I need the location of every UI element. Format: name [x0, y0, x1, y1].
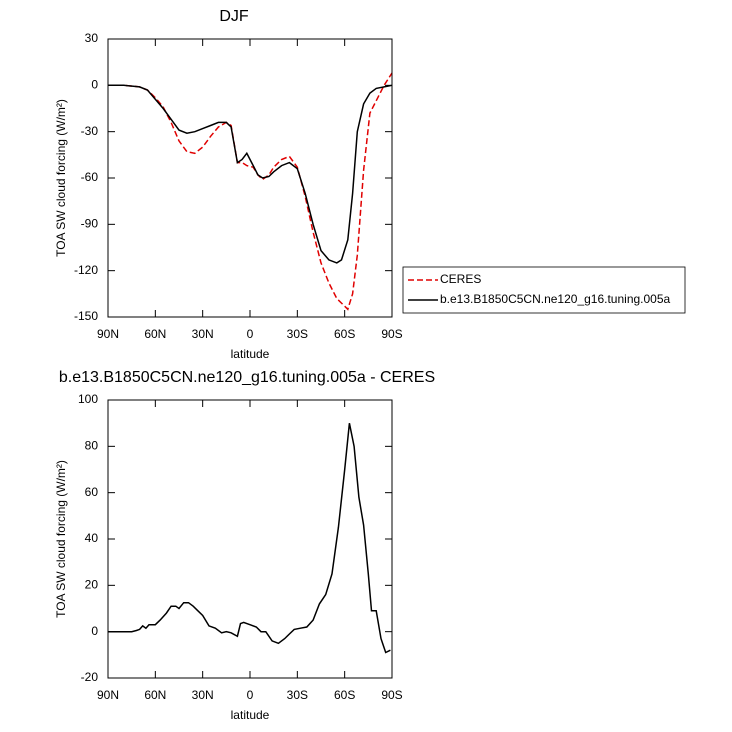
x-tick-label: 60N	[144, 327, 166, 341]
x-tick-label: 90S	[381, 688, 402, 702]
plot-frame	[107, 399, 393, 679]
data-line	[108, 84, 393, 264]
y-axis-label: TOA SW cloud forcing (W/m²)	[54, 460, 68, 618]
x-tick-label: 90S	[381, 327, 402, 341]
y-tick-label: 60	[85, 485, 99, 499]
x-tick-label: 0	[247, 688, 254, 702]
x-tick-label: 60S	[334, 688, 355, 702]
x-tick-label: 60S	[334, 327, 355, 341]
y-tick-label: 0	[91, 78, 98, 92]
y-tick-label: 100	[78, 392, 98, 406]
y-tick-label: 80	[85, 439, 99, 453]
x-tick-label: 90N	[97, 327, 119, 341]
y-tick-label: -60	[81, 170, 99, 184]
y-tick-label: 40	[85, 531, 99, 545]
y-tick-label: 30	[85, 31, 99, 45]
y-tick-label: 20	[85, 578, 99, 592]
x-tick-label: 30S	[287, 688, 308, 702]
data-line	[108, 72, 393, 311]
legend-label: b.e13.B1850C5CN.ne120_g16.tuning.005a	[440, 292, 671, 306]
x-tick-label: 0	[247, 327, 254, 341]
y-tick-label: -20	[81, 670, 99, 684]
x-tick-label: 60N	[144, 688, 166, 702]
data-line	[108, 423, 391, 654]
plot-frame	[107, 38, 393, 318]
x-tick-label: 30N	[192, 688, 214, 702]
x-axis-label: latitude	[231, 347, 270, 361]
y-tick-label: -120	[74, 263, 98, 277]
x-axis-label: latitude	[231, 708, 270, 722]
y-tick-label: -30	[81, 124, 99, 138]
legend-label: CERES	[440, 272, 481, 286]
x-tick-label: 90N	[97, 688, 119, 702]
x-tick-label: 30N	[192, 327, 214, 341]
y-axis-label: TOA SW cloud forcing (W/m²)	[54, 99, 68, 257]
chart-title: DJF	[219, 8, 249, 25]
legend-box	[402, 266, 686, 314]
y-tick-label: -150	[74, 309, 98, 323]
y-tick-label: 0	[91, 624, 98, 638]
x-tick-label: 30S	[287, 327, 308, 341]
chart-title: b.e13.B1850C5CN.ne120_g16.tuning.005a - …	[59, 369, 435, 386]
y-tick-label: -90	[81, 217, 99, 231]
